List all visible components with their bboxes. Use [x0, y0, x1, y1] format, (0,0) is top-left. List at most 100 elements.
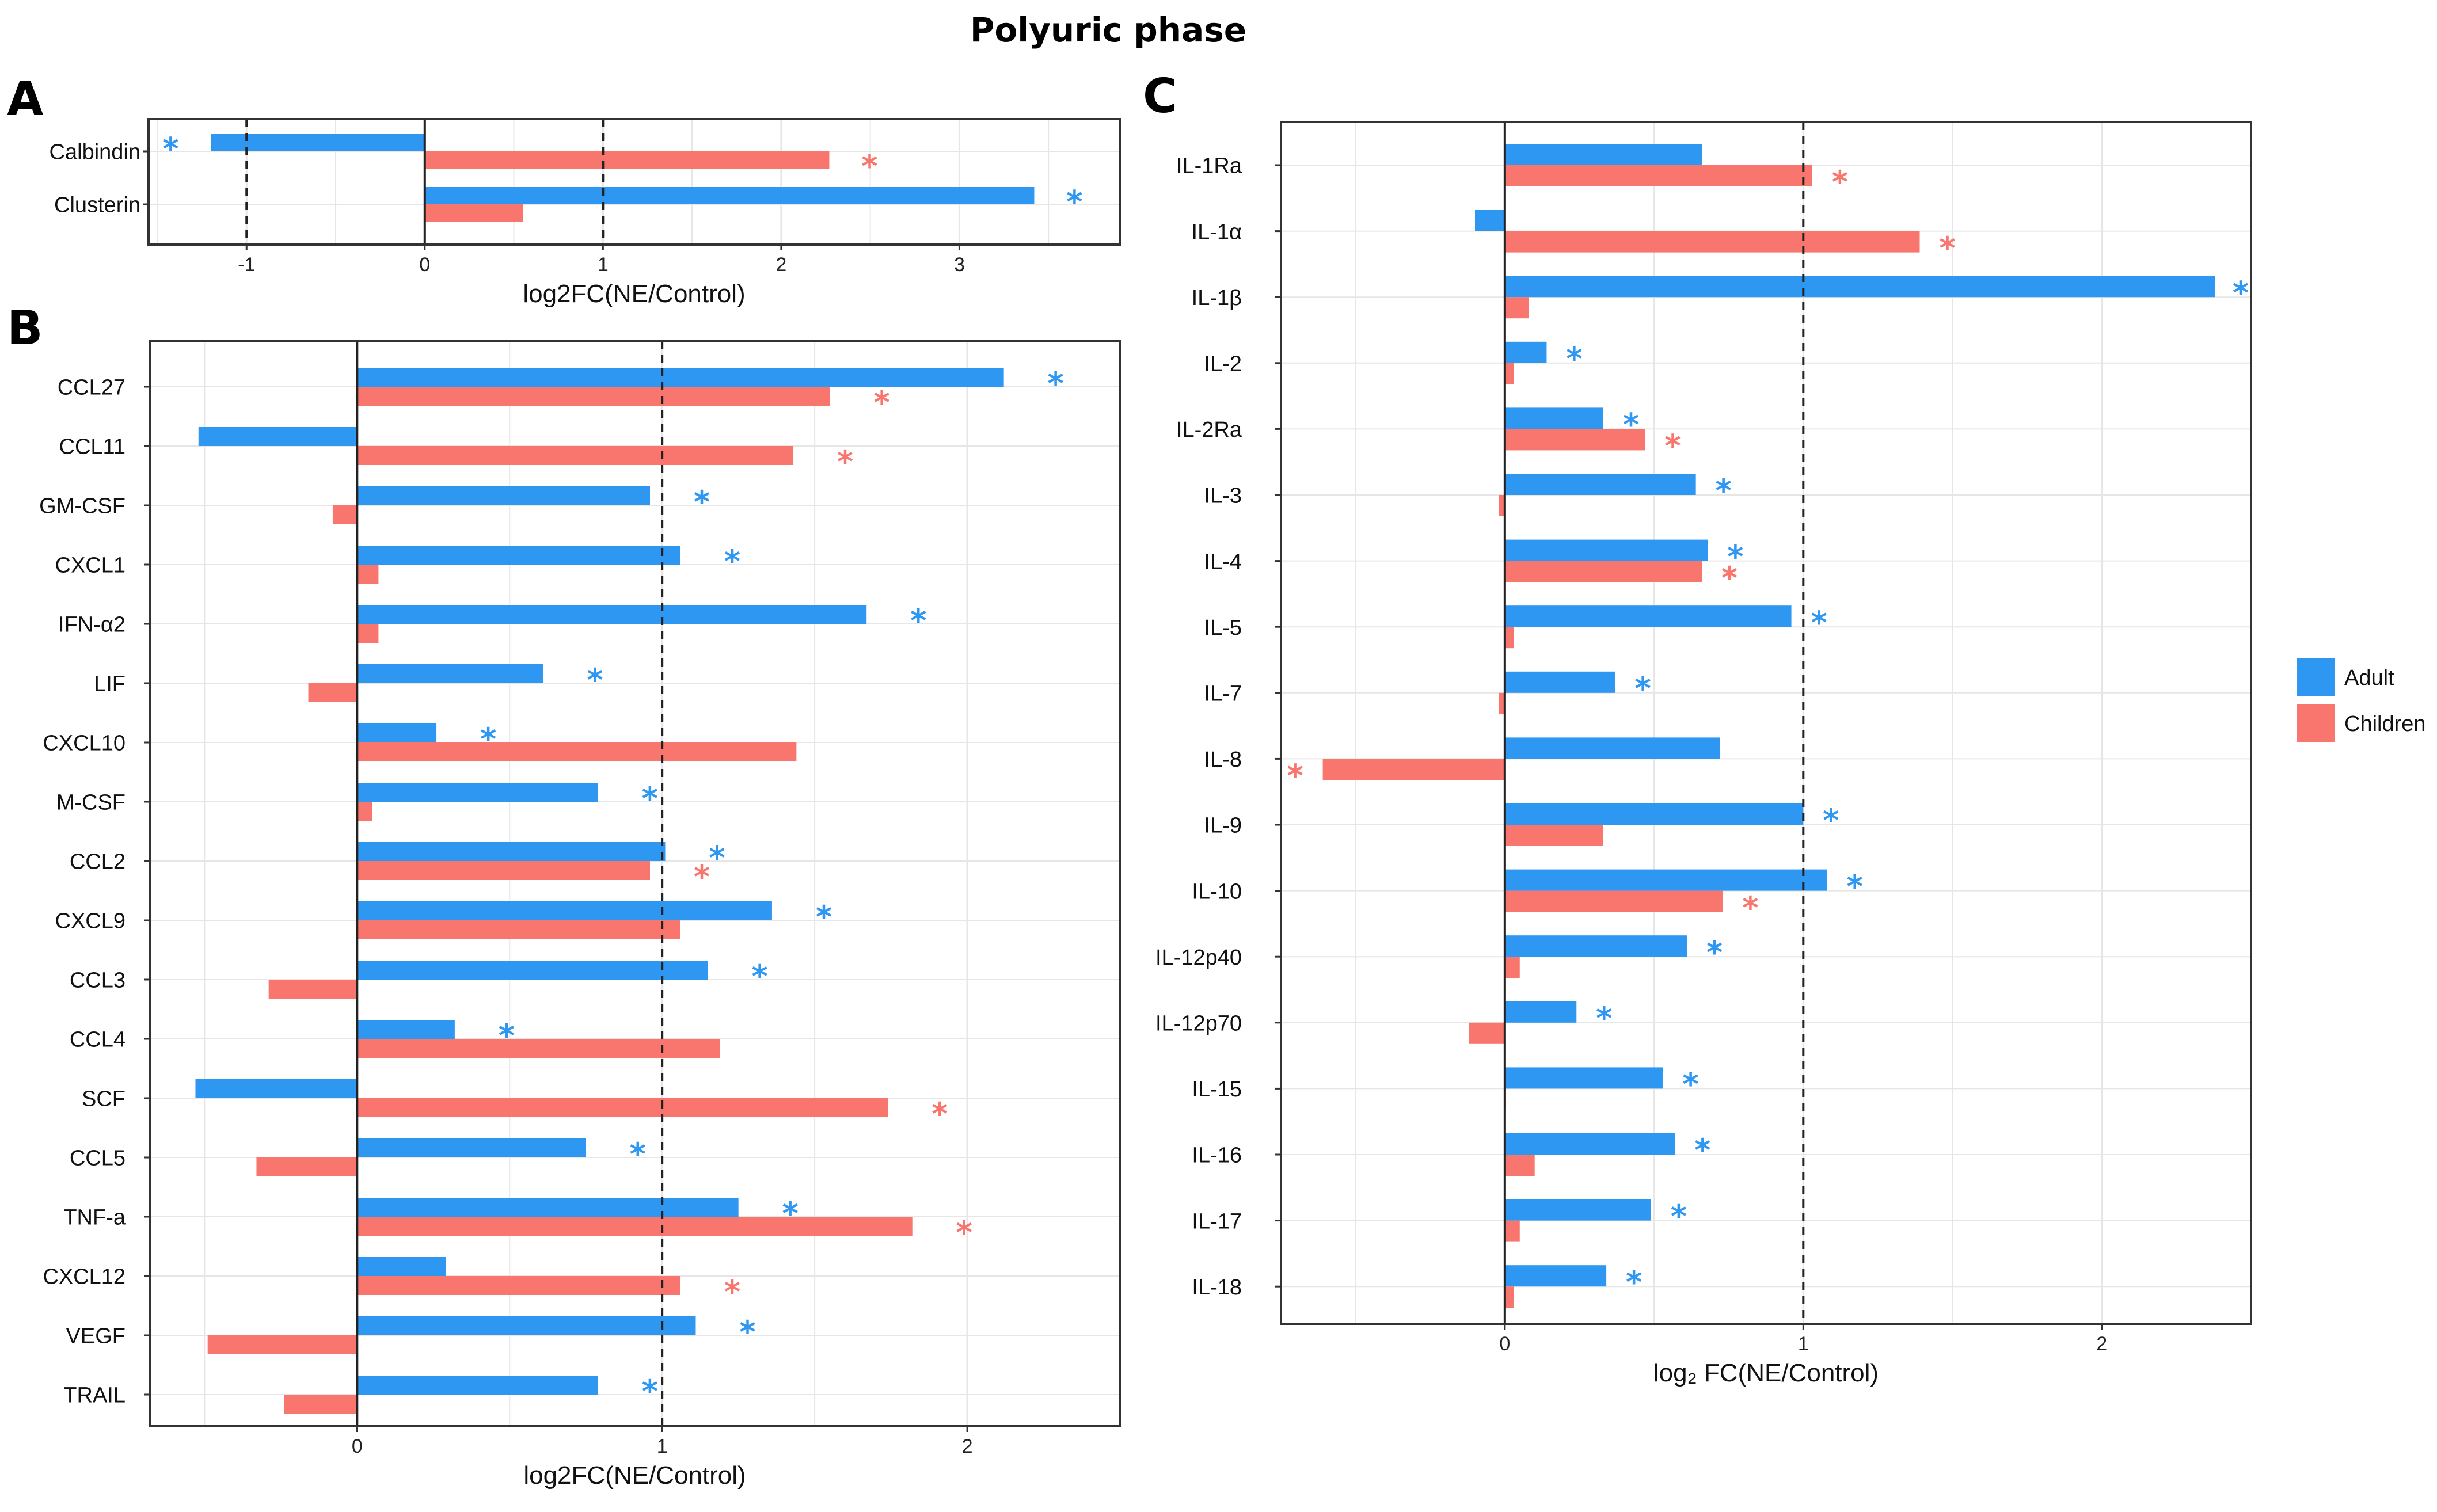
panel-a-x-tick-label: 3: [954, 254, 965, 276]
panel-c-bar-adult: [1504, 803, 1804, 825]
panel-b-asterisk-adult: *: [910, 603, 926, 639]
panel-b-bar-children: [357, 920, 680, 939]
panel-c-bar-children: [1504, 957, 1520, 978]
panel-c-category-label: IL-7: [1204, 681, 1242, 706]
panel-b-category-label: SCF: [82, 1087, 126, 1111]
panel-b-category-label: VEGF: [66, 1324, 126, 1349]
panel-a-bar-adult: [424, 187, 1035, 204]
panel-c-bar-adult: [1504, 869, 1827, 891]
panel-b-x-axis-title: log2FC(NE/Control): [523, 1461, 746, 1490]
panel-b-asterisk-adult: *: [739, 1314, 755, 1350]
panel-b-asterisk-adult: *: [499, 1018, 515, 1054]
panel-b-bar-adult: [195, 1079, 358, 1098]
panel-b-bar-adult: [357, 1020, 455, 1039]
panel-c-asterisk-children: *: [1721, 560, 1738, 596]
panel-c-category-label: IL-1α: [1192, 220, 1242, 244]
panel-b-asterisk-adult: *: [724, 543, 740, 580]
panel-c-bar-adult: [1504, 276, 2215, 298]
panel-b-bar-adult: [357, 605, 867, 624]
panel-c-bar-adult: [1504, 1199, 1651, 1221]
panel-a-bar-adult: [211, 134, 425, 151]
panel-c-bar-adult: [1504, 737, 1720, 759]
panel-b-asterisk-adult: *: [752, 958, 768, 995]
panel-b-bar-adult: [357, 1316, 696, 1335]
panel-c-category-label: IL-3: [1204, 484, 1242, 508]
panel-b-category-label: CCL5: [70, 1147, 126, 1171]
panel-c-bar-adult: [1504, 144, 1702, 165]
panel-c-category-label: IL-12p70: [1155, 1011, 1242, 1035]
panel-c-asterisk-adult: *: [1635, 671, 1651, 707]
panel-c-bar-children: [1504, 297, 1529, 319]
panel-b-asterisk-children: *: [837, 444, 853, 480]
panel-c-category-label: IL-12p40: [1155, 946, 1242, 970]
panel-c-chart: *********************IL-1RaIL-1αIL-1βIL-…: [1155, 121, 2252, 1387]
panel-b-bars: [195, 368, 1004, 1414]
panel-b-frame: [149, 340, 1121, 1427]
panel-c-asterisk-children: *: [1939, 230, 1955, 266]
panel-b-x-axis: 0 1 2 log2FC(NE/Control): [352, 1426, 973, 1490]
panel-b-bar-adult: [357, 1138, 586, 1157]
panel-b-category-label: LIF: [94, 672, 126, 696]
panel-c-significance-markers: *********************: [1287, 164, 2249, 1300]
panel-b-category-label: IFN-α2: [58, 613, 126, 637]
panel-c-bar-children: [1322, 759, 1505, 780]
panel-c-bar-adult: [1504, 474, 1696, 495]
legend-adult-label: Adult: [2344, 666, 2394, 690]
panel-c-bar-adult: [1504, 1001, 1577, 1023]
panel-b-asterisk-children: *: [873, 384, 889, 421]
panel-a-asterisk-adult: *: [1066, 184, 1082, 220]
panel-c-asterisk-adult: *: [1706, 934, 1723, 970]
panel-c-asterisk-children: *: [1742, 890, 1758, 926]
panel-b-category-label: CCL11: [59, 435, 126, 459]
panel-label-c: C: [1143, 69, 1177, 124]
panel-c-bar-adult: [1475, 210, 1505, 231]
panel-b-bar-adult: [357, 961, 708, 980]
panel-c-bar-children: [1504, 165, 1812, 186]
panel-c-asterisk-adult: *: [1596, 1000, 1612, 1037]
panel-c-bar-children: [1504, 429, 1645, 451]
panel-c-asterisk-adult: *: [1683, 1067, 1699, 1103]
panel-b-asterisk-adult: *: [709, 840, 725, 876]
panel-b-bar-children: [357, 1217, 913, 1236]
panel-c-bar-children: [1504, 825, 1603, 846]
panel-b-category-labels: CCL27 CCL11 GM-CSF CXCL1 IFN-α2 LIF CXCL10 M-CS…: [39, 376, 150, 1408]
panel-b-bar-adult: [357, 1198, 739, 1217]
panel-b-bar-children: [357, 446, 794, 465]
panel-b-x-tick-label: 0: [352, 1435, 363, 1457]
panel-a-asterisk-adult: *: [162, 131, 178, 167]
panel-c-x-tick-label: 0: [1499, 1333, 1510, 1355]
panel-b-bar-children: [357, 1039, 720, 1058]
panel-b-asterisk-adult: *: [816, 899, 832, 935]
panel-b-bar-adult: [357, 783, 598, 802]
panel-c-bar-children: [1499, 495, 1505, 516]
panel-c-category-label: IL-8: [1204, 748, 1242, 772]
panel-b-bar-children: [357, 624, 379, 643]
panel-b-asterisk-adult: *: [694, 484, 710, 520]
panel-a-category-label: Clusterin: [54, 193, 140, 218]
panel-c-category-label: IL-1β: [1192, 286, 1242, 310]
panel-b-x-tick-label: 1: [657, 1435, 668, 1457]
panel-b-category-label: CCL4: [70, 1028, 126, 1052]
legend-adult-key: [2297, 658, 2335, 696]
panel-b-category-label: TNF-a: [63, 1206, 126, 1230]
panel-b-bar-children: [357, 802, 372, 821]
panel-b-bar-children: [357, 742, 797, 761]
panel-b-bar-adult: [357, 486, 650, 505]
panel-a-bars: [211, 134, 1035, 222]
panel-c-bar-children: [1504, 561, 1702, 582]
panel-c-asterisk-adult: *: [1823, 802, 1839, 839]
panel-b-chart: *********************CCL27CCL11GM-CSFCXC…: [39, 340, 1121, 1490]
panel-c-asterisk-adult: *: [1626, 1264, 1642, 1300]
panel-b-category-label: GM-CSF: [39, 494, 126, 519]
panel-c-asterisk-adult: *: [2233, 275, 2249, 311]
panel-a-x-tick-label: 2: [775, 254, 786, 276]
panel-b-category-label: CCL2: [70, 850, 126, 874]
panel-b-bar-children: [357, 1276, 680, 1295]
panel-c-x-axis-title: log₂ FC(NE/Control): [1653, 1359, 1879, 1387]
panel-b-asterisk-adult: *: [480, 721, 496, 757]
panel-a-x-tick-label: 0: [419, 254, 430, 276]
panel-c-bar-children: [1504, 1286, 1514, 1308]
panel-a-significance-markers: * * *: [162, 131, 1082, 220]
panel-c-category-label: IL-1Ra: [1176, 154, 1242, 178]
